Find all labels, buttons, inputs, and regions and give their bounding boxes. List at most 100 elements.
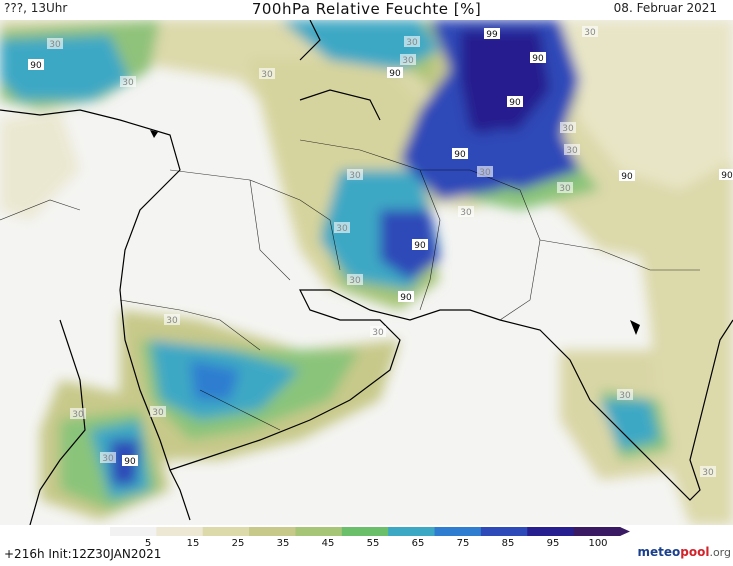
- svg-text:30: 30: [349, 171, 361, 181]
- contour-label: 30: [70, 408, 86, 420]
- contour-label: 30: [582, 26, 598, 38]
- contour-label: 30: [564, 144, 580, 156]
- legend-swatch: [249, 527, 296, 536]
- svg-text:90: 90: [509, 98, 521, 108]
- svg-text:90: 90: [721, 171, 733, 181]
- map-title: 700hPa Relative Feuchte [%]: [251, 0, 482, 18]
- svg-text:30: 30: [406, 38, 418, 48]
- legend-ticks: 5 15 25 35 45 55 65 75 85 95 100: [145, 538, 608, 547]
- legend-tick-label: 5: [145, 538, 151, 547]
- contour-label: 90: [398, 291, 414, 303]
- coastlines: [0, 20, 733, 525]
- svg-text:30: 30: [460, 208, 472, 218]
- svg-text:90: 90: [532, 54, 544, 64]
- legend-swatch: [527, 527, 575, 536]
- svg-text:90: 90: [454, 150, 466, 160]
- contour-label: 30: [560, 122, 576, 134]
- logo-text-org: .org: [709, 546, 731, 559]
- legend-arrow: [620, 527, 630, 536]
- contour-label: 90: [122, 455, 138, 467]
- contour-label: 30: [458, 206, 474, 218]
- legend-tick-label: 15: [187, 538, 200, 547]
- svg-text:30: 30: [566, 146, 578, 156]
- legend-tick-label: 85: [502, 538, 515, 547]
- contour-label: 30: [259, 68, 275, 80]
- contour-label: 90: [412, 239, 428, 251]
- map-footer: 5 15 25 35 45 55 65 75 85 95 100 +216h Init:12Z30J…: [0, 525, 733, 566]
- svg-text:30: 30: [372, 328, 384, 338]
- svg-text:30: 30: [336, 224, 348, 234]
- legend-swatch: [573, 527, 621, 536]
- color-legend: 5 15 25 35 45 55 65 75 85 95 100: [110, 527, 630, 547]
- contour-label: 30: [347, 274, 363, 286]
- legend-swatch: [480, 527, 528, 536]
- legend-tick-label: 95: [547, 538, 560, 547]
- contour-label: 30: [617, 389, 633, 401]
- svg-text:30: 30: [49, 40, 61, 50]
- contour-label: 30: [47, 38, 63, 50]
- contour-label: 90: [28, 59, 44, 71]
- meteopool-logo[interactable]: meteopool.org: [637, 545, 731, 559]
- contour-label: 30: [404, 36, 420, 48]
- contour-label: 90: [452, 148, 468, 160]
- svg-text:30: 30: [562, 124, 574, 134]
- legend-bar: [110, 527, 630, 536]
- date-label: 08. Februar 2021: [613, 1, 717, 15]
- contour-label: 30: [557, 182, 573, 194]
- svg-text:30: 30: [702, 468, 714, 478]
- logo-text-pool: pool: [680, 545, 710, 559]
- legend-tick-label: 100: [588, 538, 607, 547]
- legend-tick-label: 25: [232, 538, 245, 547]
- map-header: ???, 13Uhr 700hPa Relative Feuchte [%] 0…: [0, 0, 733, 20]
- svg-text:30: 30: [102, 454, 114, 464]
- legend-swatch: [434, 527, 482, 536]
- logo-text-meteo: meteo: [637, 545, 681, 559]
- svg-text:99: 99: [486, 30, 498, 40]
- legend-tick-label: 75: [457, 538, 470, 547]
- svg-text:90: 90: [400, 293, 412, 303]
- contour-label: 90: [719, 169, 733, 181]
- contour-label: 30: [334, 222, 350, 234]
- legend-swatch: [156, 527, 204, 536]
- legend-swatch: [295, 527, 343, 536]
- contour-label: 99: [484, 28, 500, 40]
- svg-text:90: 90: [124, 457, 136, 467]
- contour-label: 30: [370, 326, 386, 338]
- contour-label: 30: [700, 466, 716, 478]
- svg-text:30: 30: [479, 168, 491, 178]
- legend-swatch: [202, 527, 250, 536]
- contour-label: 90: [387, 67, 403, 79]
- svg-text:90: 90: [621, 172, 633, 182]
- valid-time-label: ???, 13Uhr: [4, 1, 68, 15]
- legend-tick-label: 45: [322, 538, 335, 547]
- legend-swatch: [341, 527, 389, 536]
- svg-text:30: 30: [619, 391, 631, 401]
- svg-text:90: 90: [30, 61, 42, 71]
- init-time-label: +216h Init:12Z30JAN2021: [4, 547, 162, 561]
- contour-label: 90: [530, 52, 546, 64]
- legend-tick-label: 35: [277, 538, 290, 547]
- legend-swatch: [110, 527, 157, 536]
- svg-text:30: 30: [166, 316, 178, 326]
- contour-label: 30: [100, 452, 116, 464]
- svg-text:30: 30: [72, 410, 84, 420]
- contour-label: 30: [150, 406, 166, 418]
- islands: [150, 130, 640, 335]
- svg-text:90: 90: [389, 69, 401, 79]
- svg-text:30: 30: [584, 28, 596, 38]
- contour-label: 90: [507, 96, 523, 108]
- legend-tick-label: 55: [367, 538, 380, 547]
- contour-label: 30: [400, 54, 416, 66]
- svg-text:30: 30: [402, 56, 414, 66]
- contour-label: 30: [120, 76, 136, 88]
- legend-tick-label: 65: [412, 538, 425, 547]
- map-area: 30 90 30 30 30 30 90 90 30 99 90 90 30 90 30 30 90 90 30 30…: [0, 20, 733, 525]
- legend-swatch: [388, 527, 436, 536]
- contour-label: 90: [619, 170, 635, 182]
- svg-text:90: 90: [414, 241, 426, 251]
- svg-text:30: 30: [152, 408, 164, 418]
- svg-text:30: 30: [261, 70, 273, 80]
- svg-text:30: 30: [349, 276, 361, 286]
